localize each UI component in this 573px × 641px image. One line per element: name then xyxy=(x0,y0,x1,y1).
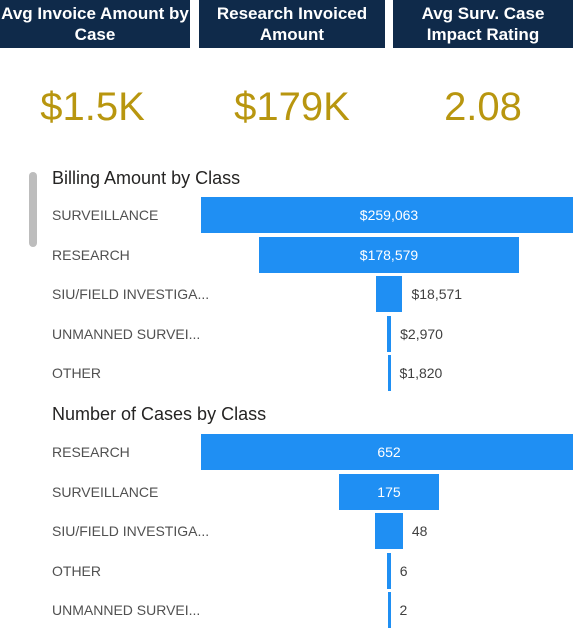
category-label: SIU/FIELD INVESTIGA... xyxy=(52,286,210,302)
category-label: SIU/FIELD INVESTIGA... xyxy=(52,523,210,539)
funnel-bar[interactable] xyxy=(387,552,391,589)
data-label: $1,820 xyxy=(399,365,443,381)
funnel-bar[interactable] xyxy=(201,434,573,470)
data-label: 6 xyxy=(399,562,408,579)
data-label: 48 xyxy=(411,523,428,539)
kpi-title: Research Invoiced Amount xyxy=(216,4,368,44)
data-label: 652 xyxy=(377,444,401,460)
data-label: $259,063 xyxy=(359,207,419,223)
funnel-bar[interactable] xyxy=(387,592,391,628)
kpi-title: Avg Surv. Case Impact Rating xyxy=(421,4,545,44)
category-label: OTHER xyxy=(52,562,101,579)
funnel-bar[interactable] xyxy=(259,236,519,273)
category-label: OTHER xyxy=(52,365,101,381)
category-label: UNMANNED SURVEI... xyxy=(52,325,201,342)
data-label: 175 xyxy=(377,483,401,500)
data-label: $2,970 xyxy=(400,325,443,342)
funnel-bar[interactable] xyxy=(338,473,440,510)
kpi-title: Avg Invoice Amount by Case xyxy=(1,4,189,44)
kpi-header-avg-invoice: Avg Invoice Amount by Case xyxy=(0,0,190,48)
kpi-header-research-invoiced: Research Invoiced Amount xyxy=(199,0,385,48)
kpi-value-avg-invoice: $1.5K xyxy=(40,85,145,129)
category-label: UNMANNED SURVEI... xyxy=(52,602,201,618)
funnel-bar[interactable] xyxy=(387,355,391,391)
category-label: RESEARCH xyxy=(52,246,130,263)
funnel-bar[interactable] xyxy=(375,513,403,549)
funnel-bar[interactable] xyxy=(386,315,392,352)
data-label: $18,571 xyxy=(411,286,463,302)
cases-chart-title: Number of Cases by Class xyxy=(52,404,267,424)
billing-chart-title: Billing Amount by Class xyxy=(52,168,241,188)
vertical-scrollbar[interactable] xyxy=(29,172,37,247)
category-label: SURVEILLANCE xyxy=(52,207,159,223)
category-label: SURVEILLANCE xyxy=(52,483,159,500)
kpi-header-avg-surv-rating: Avg Surv. Case Impact Rating xyxy=(393,0,573,48)
category-label: RESEARCH xyxy=(52,444,130,460)
data-label: 2 xyxy=(399,602,408,618)
kpi-value-avg-surv-rating: 2.08 xyxy=(444,85,522,129)
kpi-value-research-invoiced: $179K xyxy=(234,85,350,129)
funnel-bar[interactable] xyxy=(375,276,403,312)
data-label: $178,579 xyxy=(359,246,419,263)
funnel-bar[interactable] xyxy=(201,197,573,233)
